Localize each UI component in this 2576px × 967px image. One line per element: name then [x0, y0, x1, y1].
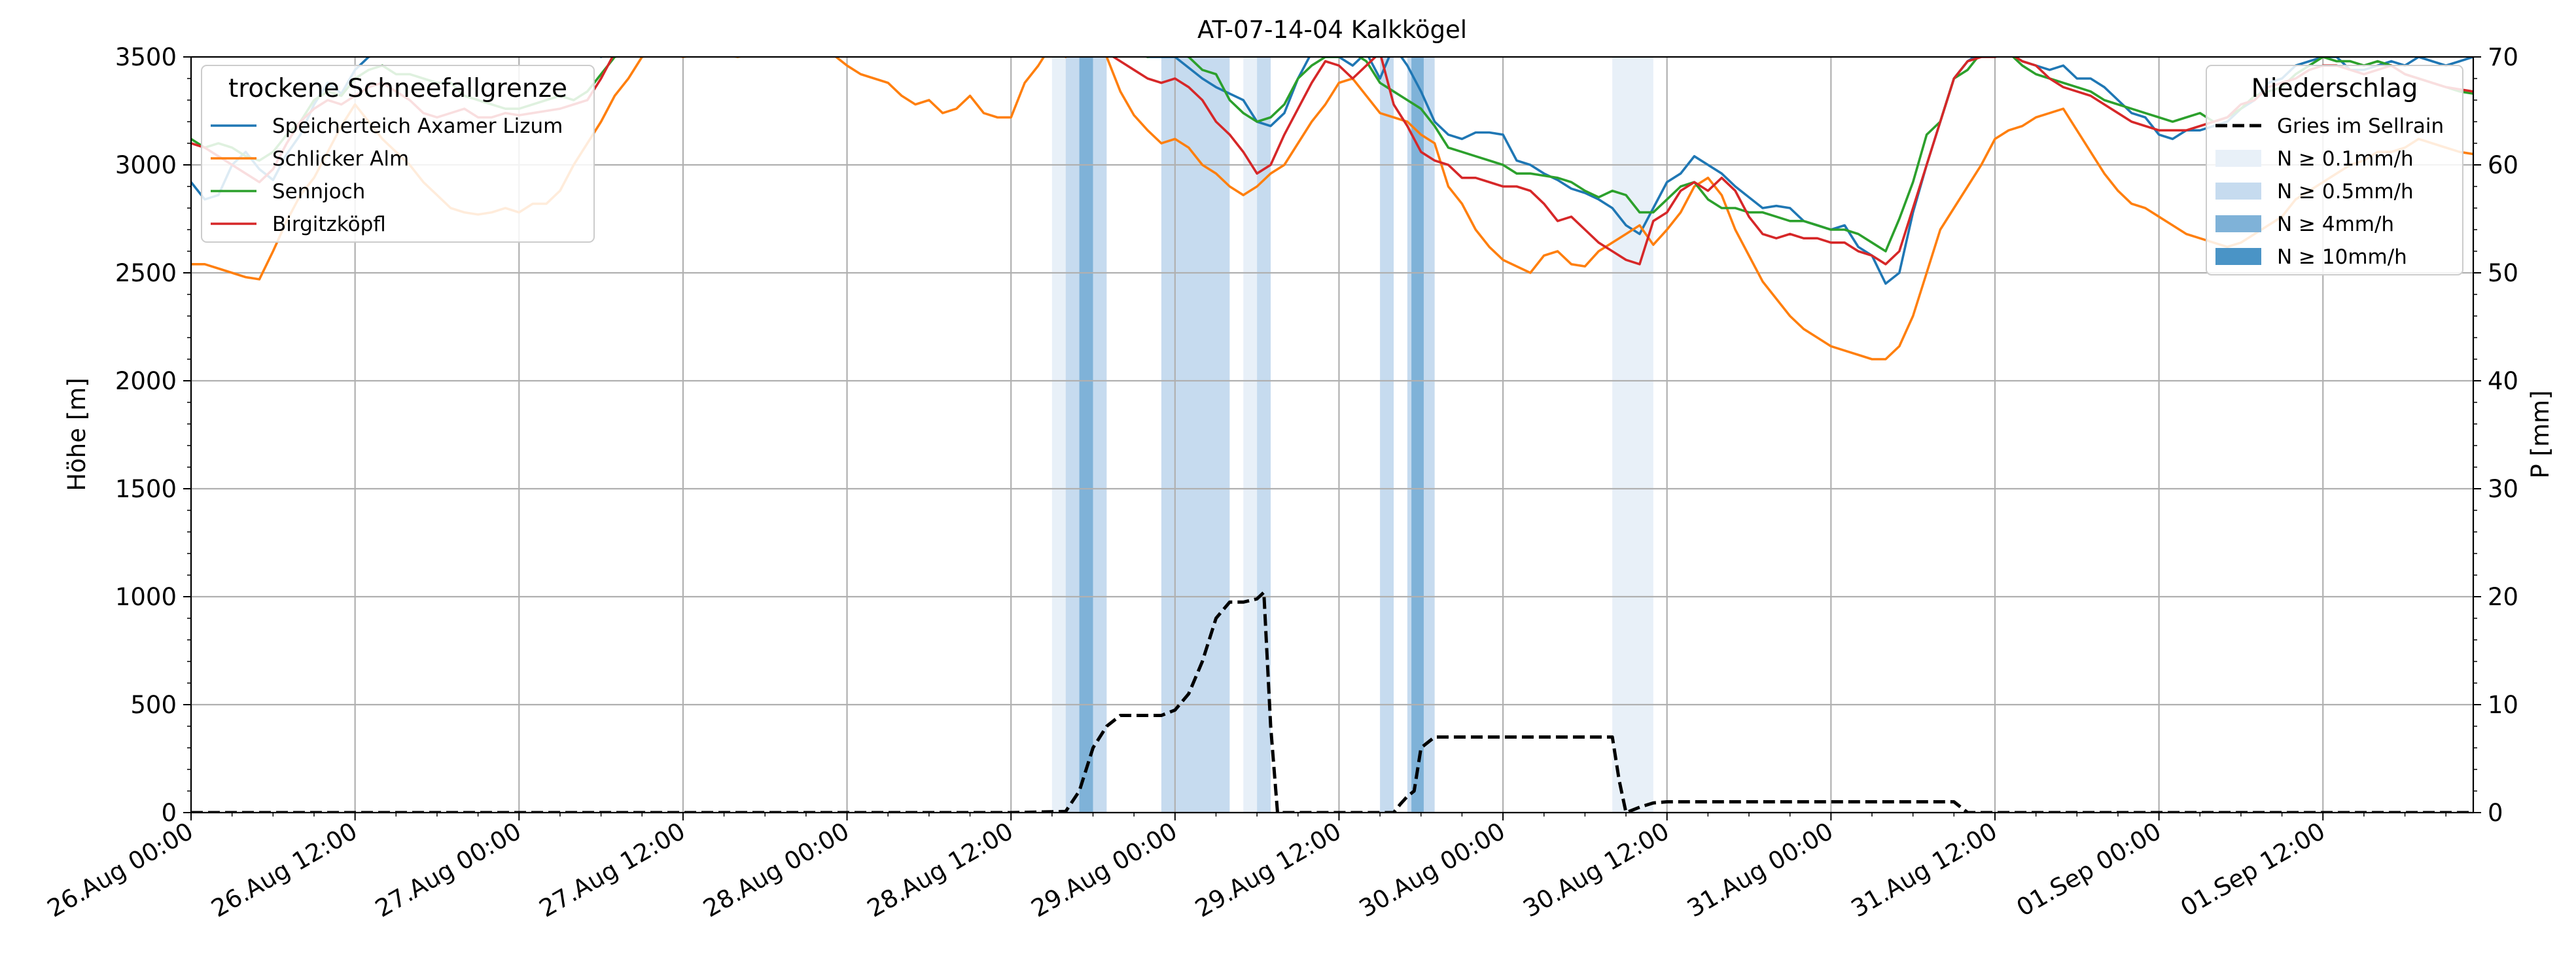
precip-band: [1380, 57, 1394, 813]
x-axis: 26.Aug 00:00 26.Aug 12:00 27.Aug 00:00 27.A…: [43, 813, 2446, 923]
legend-label: N ≥ 10mm/h: [2277, 245, 2407, 269]
x-tick-label: 30.Aug 00:00: [1354, 817, 1510, 923]
series-line-gries-im-sellrain: [191, 590, 2473, 813]
y-right-tick-label: 50: [2488, 259, 2518, 287]
y-right-tick-label: 60: [2488, 151, 2518, 179]
series-line-speicherteich-axamer-lizum: [191, 57, 2473, 285]
legend-label: Schlicker Alm: [272, 147, 409, 171]
left-axis: 0 500 1000 1500 2000 2500 3000 3500: [115, 43, 191, 827]
legend-label: N ≥ 0.5mm/h: [2277, 180, 2414, 203]
x-tick-label: 28.Aug 00:00: [698, 817, 854, 923]
precip-band: [1612, 57, 1653, 813]
legend-snowline: trockene Schneefallgrenze Speicherteich A…: [201, 65, 595, 243]
plot-frame: [190, 56, 2475, 814]
x-tick-label: 31.Aug 00:00: [1682, 817, 1838, 923]
legend-label: Speicherteich Axamer Lizum: [272, 114, 563, 138]
right-axis: 0 10 20 30 40 50 60 70: [2473, 43, 2518, 827]
y-right-tick-label: 70: [2488, 43, 2518, 71]
y-right-tick-label: 40: [2488, 367, 2518, 395]
precip-band: [1161, 57, 1230, 813]
x-tick-label: 01.Sep 12:00: [2176, 817, 2329, 923]
y-tick-label: 3000: [115, 151, 177, 179]
y-tick-label: 1000: [115, 583, 177, 611]
y-right-tick-label: 30: [2488, 475, 2518, 503]
y-right-tick-label: 20: [2488, 583, 2518, 611]
precip-band: [1257, 57, 1271, 813]
legend-title: trockene Schneefallgrenze: [228, 74, 567, 103]
x-tick-label: 26.Aug 12:00: [207, 817, 362, 923]
legend-label: N ≥ 0.1mm/h: [2277, 147, 2414, 171]
y-tick-label: 0: [161, 799, 177, 827]
legend-precipitation: Niederschlag Gries im Sellrain N ≥ 0.1mm/h…: [2206, 65, 2463, 275]
precipitation-bands: [1051, 57, 1653, 813]
legend-frame: [201, 65, 595, 243]
precip-band: [1051, 57, 1066, 813]
precip-band: [1243, 57, 1258, 813]
legend-label: Sennjoch: [272, 180, 365, 203]
x-tick-label: 30.Aug 12:00: [1519, 817, 1674, 923]
y-axis-label-right: P [mm]: [2526, 390, 2554, 478]
legend-swatch: [2215, 150, 2261, 167]
legend-swatch: [2215, 215, 2261, 232]
legend-label: Birgitzköpfl: [272, 213, 386, 236]
x-tick-label: 01.Sep 00:00: [2012, 817, 2166, 923]
legend-swatch: [2215, 248, 2261, 265]
x-tick-label: 27.Aug 12:00: [535, 817, 690, 923]
precip-band: [1079, 57, 1093, 813]
x-tick-label: 29.Aug 12:00: [1190, 817, 1346, 923]
x-tick-label: 26.Aug 00:00: [43, 817, 198, 923]
legend-label: Gries im Sellrain: [2277, 114, 2444, 138]
chart-title: AT-07-14-04 Kalkkögel: [1197, 16, 1467, 44]
y-axis-label-left: Höhe [m]: [63, 378, 91, 491]
y-right-tick-label: 0: [2488, 799, 2503, 827]
y-tick-label: 3500: [115, 43, 177, 71]
y-tick-label: 2000: [115, 367, 177, 395]
legend-frame: [2206, 65, 2463, 275]
y-right-tick-label: 10: [2488, 691, 2518, 719]
y-tick-label: 2500: [115, 259, 177, 287]
x-tick-label: 29.Aug 00:00: [1027, 817, 1182, 923]
legend-swatch: [2215, 183, 2261, 200]
precip-band: [1411, 57, 1424, 813]
y-tick-label: 1500: [115, 475, 177, 503]
legend-title: Niederschlag: [2251, 74, 2418, 103]
legend-label: N ≥ 4mm/h: [2277, 213, 2394, 236]
x-tick-label: 28.Aug 12:00: [862, 817, 1018, 923]
y-tick-label: 500: [130, 691, 177, 719]
x-tick-label: 27.Aug 00:00: [370, 817, 526, 923]
x-tick-label: 31.Aug 12:00: [1846, 817, 2002, 923]
